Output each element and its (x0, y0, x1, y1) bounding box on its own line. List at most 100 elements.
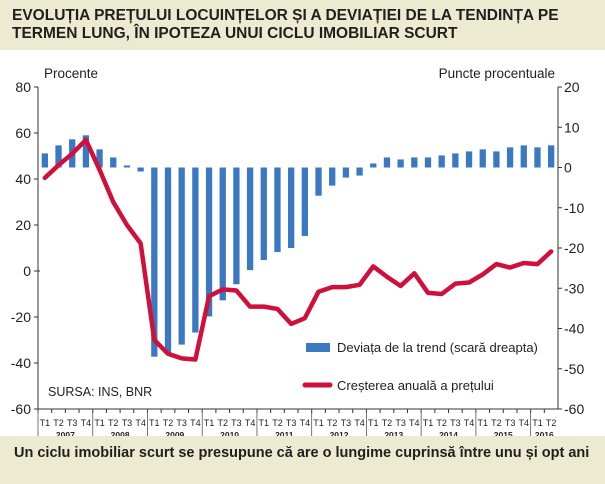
line-point (57, 164, 60, 166)
x-tick-label: T2 (108, 418, 119, 428)
right-tick-label: -40 (564, 321, 584, 337)
axes (34, 86, 562, 436)
x-tick-label: T4 (409, 418, 420, 428)
year-label: 2013 (384, 430, 403, 436)
right-tick-label: -50 (564, 361, 584, 377)
bar (41, 153, 48, 168)
dual-axis-chart: 806040200-20-40-6020100-10-20-30-40-50-6… (11, 66, 585, 436)
line-point (372, 265, 374, 267)
x-tick-label: T4 (190, 418, 201, 428)
x-tick-label: T3 (341, 418, 352, 428)
right-tick-label: -60 (564, 401, 584, 417)
line-series (42, 137, 554, 362)
year-label: 2014 (439, 430, 458, 436)
line-point (523, 262, 525, 264)
year-label: 2010 (220, 430, 239, 436)
x-tick-label: T2 (163, 418, 174, 428)
bar (356, 167, 363, 176)
line-point (358, 284, 361, 286)
line-point (400, 285, 402, 287)
bar (151, 167, 158, 357)
line-point (44, 177, 46, 179)
line-point (235, 289, 238, 292)
bar (96, 149, 103, 168)
left-tick-label: 80 (15, 79, 31, 95)
left-tick-label: 20 (15, 217, 31, 233)
left-axis-label: Procente (44, 66, 98, 81)
x-tick-label: T2 (272, 418, 283, 428)
x-tick-label: T1 (368, 418, 379, 428)
price-growth-line (42, 137, 554, 362)
line-point (222, 288, 224, 290)
bar (506, 147, 514, 168)
legend-swatch-bars (306, 343, 330, 352)
year-label: 2007 (56, 430, 75, 436)
bar-series (41, 135, 555, 357)
bar (383, 157, 391, 168)
line-point (331, 286, 333, 288)
line-point (194, 358, 196, 361)
right-tick-label: 10 (564, 119, 580, 135)
x-tick-label: T3 (395, 418, 406, 428)
bar (164, 167, 172, 353)
x-tick-label: T3 (67, 418, 78, 428)
chart-caption: Un ciclu imobiliar scurt se presupune că… (14, 445, 590, 461)
line-point (345, 286, 347, 288)
right-tick-label: 20 (564, 79, 580, 95)
x-tick-label: T4 (519, 418, 530, 428)
x-tick-label: T1 (423, 418, 434, 428)
bar (329, 167, 336, 186)
x-tick-label: T2 (436, 418, 447, 428)
bar (219, 167, 226, 301)
line-point (112, 201, 114, 203)
bar (452, 153, 459, 168)
x-tick-label: T4 (81, 418, 92, 428)
bar (274, 167, 281, 253)
year-label: 2009 (165, 430, 184, 436)
x-tick-label: T1 (40, 418, 51, 428)
year-label: 2008 (111, 430, 130, 436)
right-tick-label: 0 (564, 160, 572, 176)
x-tick-label: T1 (149, 418, 160, 428)
line-point (509, 266, 511, 269)
x-tick-label: T4 (300, 418, 311, 428)
x-tick-label: T3 (122, 418, 133, 428)
line-point (290, 323, 292, 325)
x-tick-label: T1 (204, 418, 215, 428)
bar (315, 167, 322, 196)
line-point (317, 291, 320, 293)
year-label: 2011 (275, 430, 294, 436)
line-point (482, 273, 484, 276)
axis-labels: 806040200-20-40-6020100-10-20-30-40-50-6… (11, 66, 585, 436)
x-tick-label: T3 (505, 418, 516, 428)
x-tick-label: T2 (491, 418, 502, 428)
right-tick-label: -20 (564, 240, 584, 256)
bar (110, 157, 117, 168)
bar (438, 155, 445, 168)
line-point (427, 292, 429, 294)
left-tick-label: 40 (15, 171, 31, 187)
line-point (71, 153, 73, 155)
chart-title: EVOLUȚIA PREȚULUI LOCUINȚELOR ȘI A DEVIA… (12, 7, 559, 42)
left-tick-label: -60 (11, 401, 31, 417)
line-point (153, 339, 155, 341)
bar (82, 135, 90, 168)
x-tick-label: T3 (176, 418, 187, 428)
line-point (126, 224, 128, 226)
bar (411, 157, 418, 168)
bar (534, 147, 541, 168)
x-tick-label: T1 (532, 418, 543, 428)
x-tick-label: T3 (450, 418, 461, 428)
line-point (167, 353, 169, 355)
line-point (536, 263, 539, 265)
right-axis-label: Puncte procentuale (439, 66, 555, 81)
right-tick-label: -10 (564, 200, 584, 216)
bar (192, 167, 199, 333)
x-tick-label: T2 (53, 418, 64, 428)
bar (342, 167, 350, 178)
x-tick-label: T4 (245, 418, 256, 428)
x-tick-label: T1 (477, 418, 488, 428)
line-point (208, 295, 210, 297)
bar (548, 145, 555, 168)
